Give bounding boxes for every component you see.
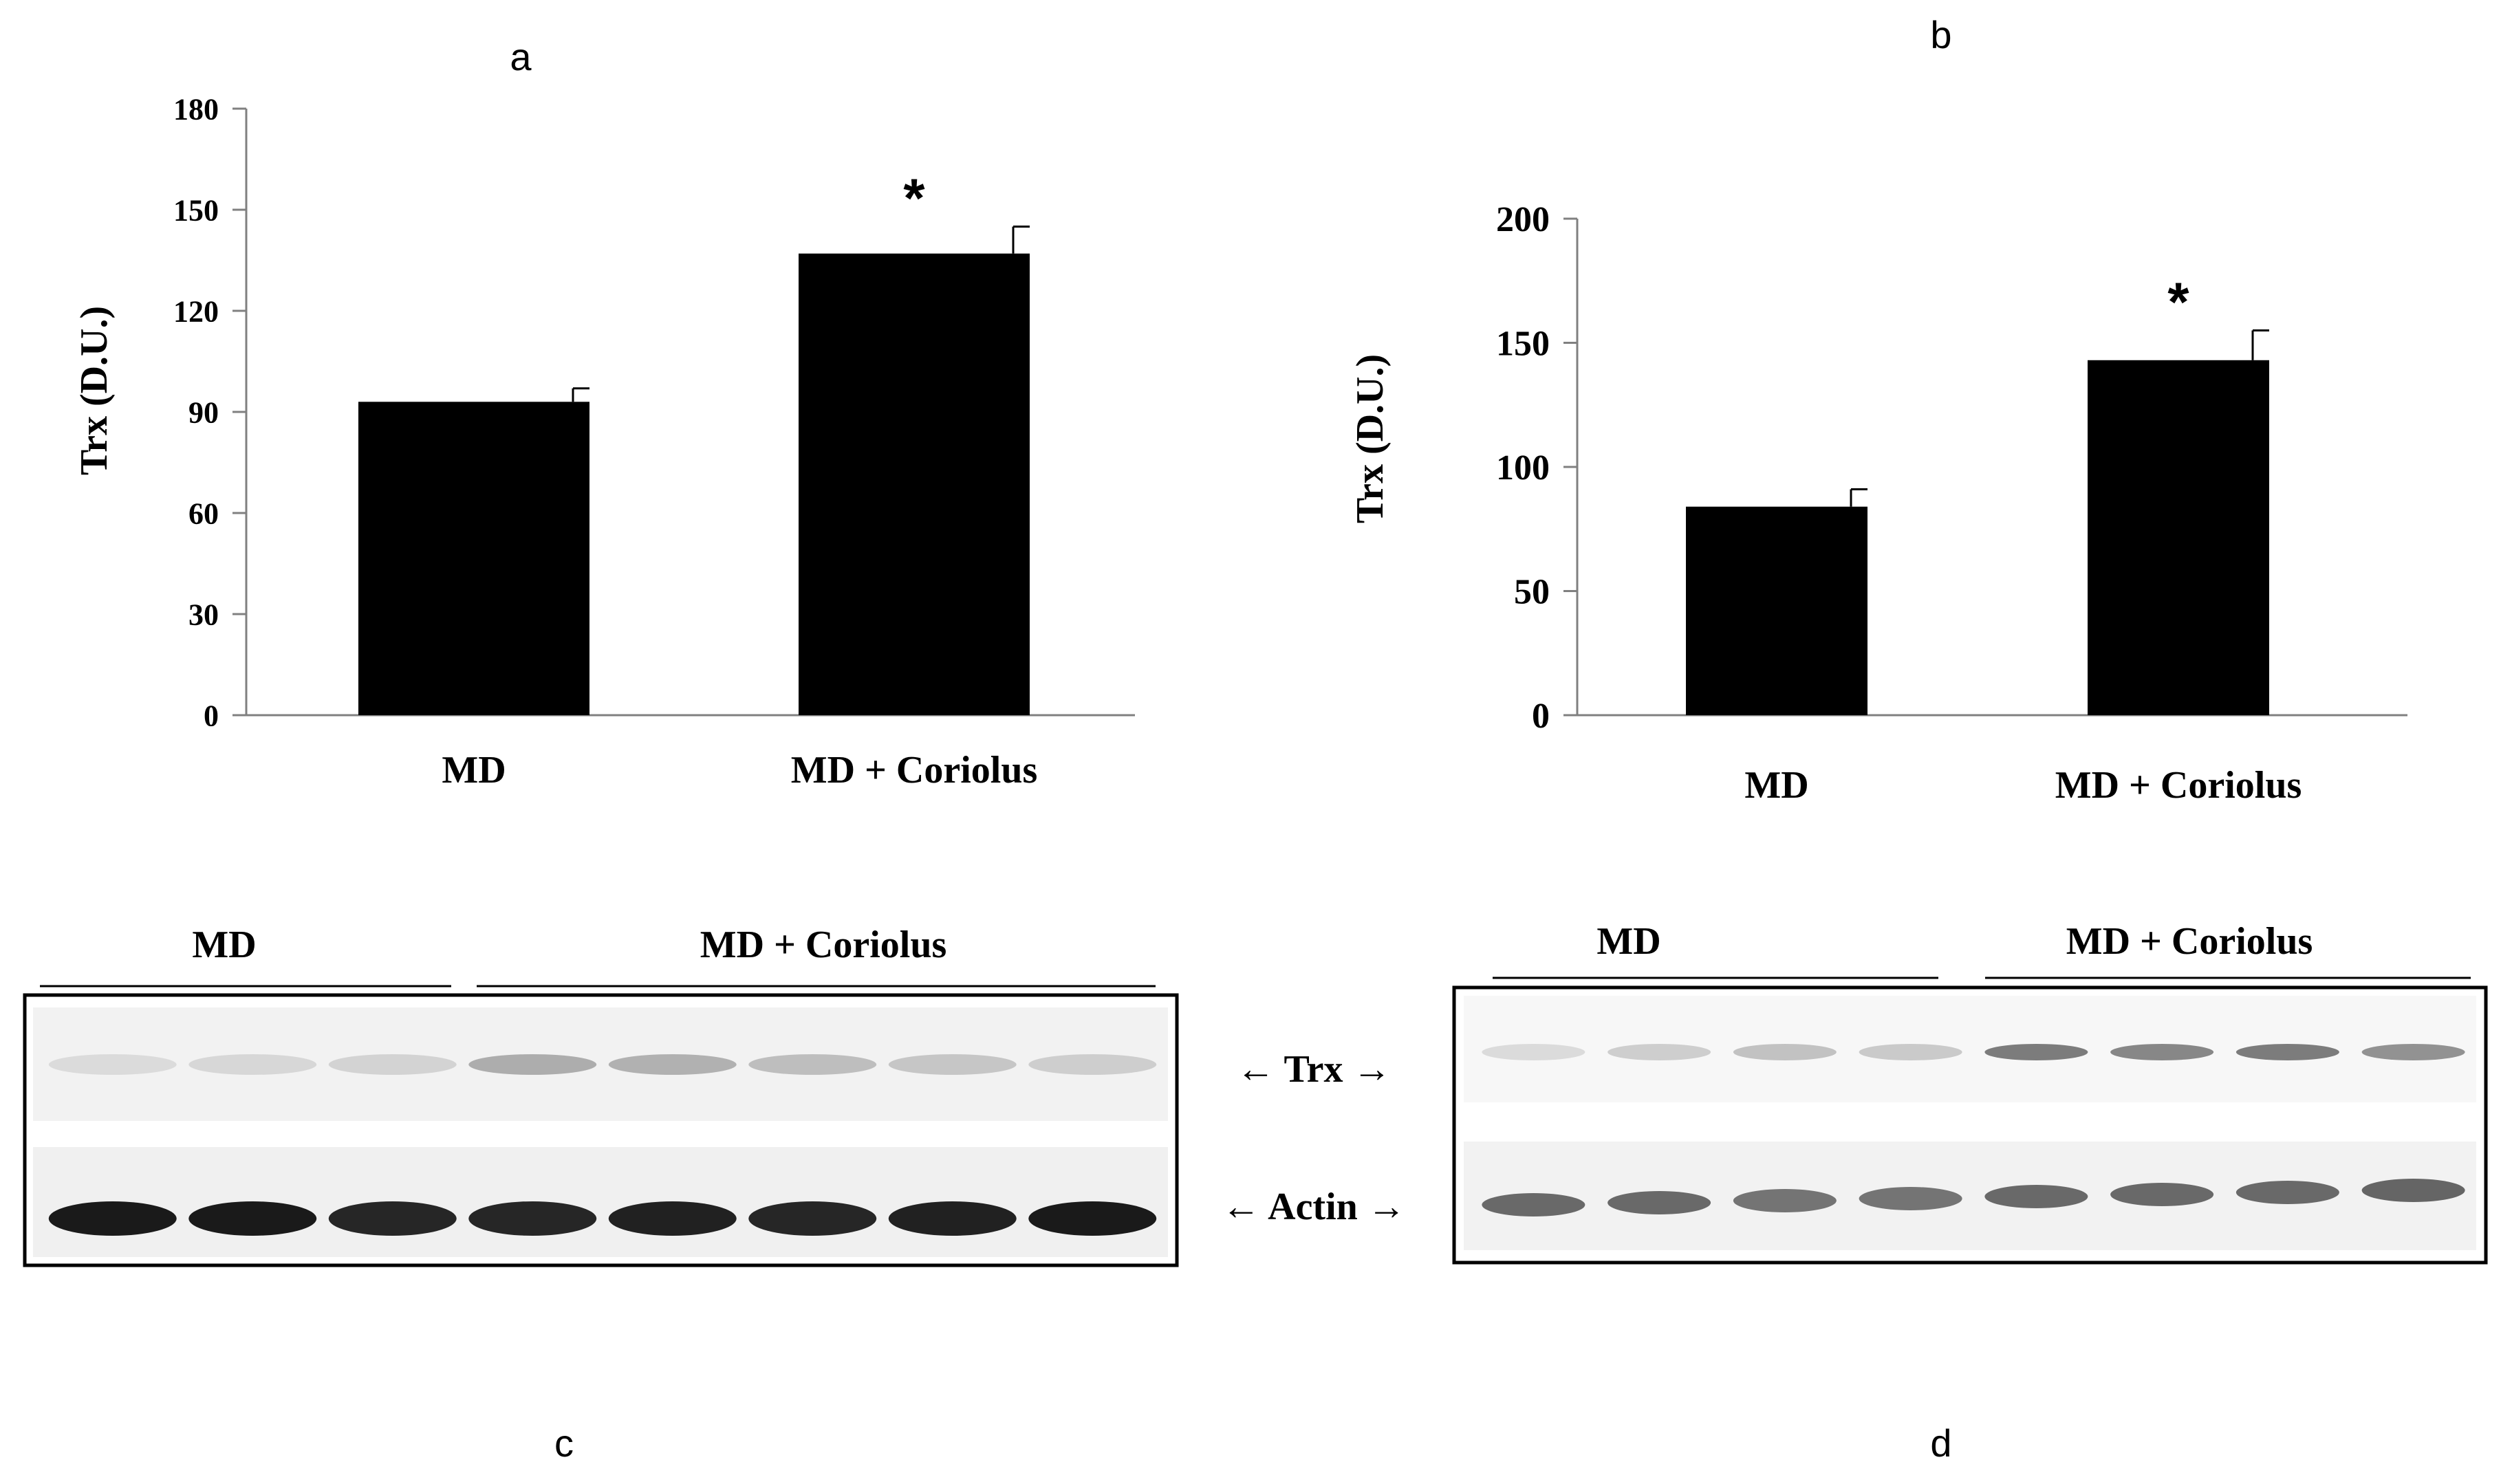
actin-band [888, 1201, 1017, 1236]
trx-band [48, 1054, 177, 1075]
actin-band [2361, 1179, 2465, 1202]
actin-band [2110, 1183, 2214, 1206]
bar [2088, 360, 2269, 715]
x-category-label: MD + Coriolus [2055, 764, 2302, 807]
actin-band [188, 1201, 317, 1236]
blot-d-group-label-md: MD [1596, 920, 1660, 963]
actin-band [1028, 1201, 1157, 1236]
actin-band [2235, 1181, 2339, 1204]
panel-letter-d: d [1930, 1421, 1951, 1465]
blot-c-group-label-md: MD [192, 924, 256, 966]
chart-b-ylabel: Trx (D.U.) [1349, 354, 1392, 523]
y-tick-label: 90 [188, 395, 219, 429]
x-category-label: MD [442, 749, 506, 792]
western-blot-c: MD MD + Coriolus ← Trx → ← Actin → [23, 924, 1406, 1267]
bar [799, 253, 1030, 715]
actin-band [608, 1201, 737, 1236]
x-category-label: MD + Coriolus [791, 749, 1038, 792]
blot-c-actin-label: ← Actin → [1222, 1186, 1406, 1228]
y-tick-label: 200 [1496, 200, 1550, 239]
blot-c-group-label-coriolus: MD + Coriolus [700, 924, 947, 966]
bar-chart-a: Trx (D.U.) 0 30 60 90 120 150 180 MD MD + Coriol… [73, 92, 1135, 792]
y-tick-label: 0 [1532, 697, 1550, 736]
trx-band [328, 1054, 457, 1075]
blot-c-trx-label: ← Trx → [1236, 1048, 1391, 1091]
trx-band [1733, 1044, 1837, 1060]
trx-band [888, 1054, 1017, 1075]
y-tick-label: 150 [173, 193, 219, 227]
trx-band [2110, 1044, 2214, 1060]
y-tick-label: 60 [188, 497, 219, 530]
chart-a-ylabel: Trx (D.U.) [73, 306, 116, 475]
x-category-label: MD [1744, 764, 1808, 807]
trx-band [748, 1054, 877, 1075]
panel-letter-c: c [554, 1421, 574, 1465]
y-tick-label: 0 [204, 699, 219, 732]
panel-letter-b: b [1930, 13, 1951, 56]
actin-band [1733, 1189, 1837, 1212]
blot-d-group-label-coriolus: MD + Coriolus [2066, 920, 2313, 963]
actin-band [1984, 1185, 2088, 1208]
trx-band [1028, 1054, 1157, 1075]
trx-band [1607, 1044, 1711, 1060]
actin-band [748, 1201, 877, 1236]
trx-band [2235, 1044, 2339, 1060]
actin-band [48, 1201, 177, 1236]
trx-band [608, 1054, 737, 1075]
panel-letter-a: a [510, 35, 532, 78]
blot-c-actin-strip [33, 1147, 1168, 1257]
trx-band [1859, 1044, 1962, 1060]
western-blot-d: MD MD + Coriolus [1452, 920, 2488, 1265]
trx-band [188, 1054, 317, 1075]
actin-band [1482, 1193, 1585, 1216]
actin-band [1859, 1187, 1962, 1210]
significance-star: * [2167, 271, 2189, 332]
y-tick-label: 30 [188, 598, 219, 631]
trx-band [468, 1054, 597, 1075]
actin-band [328, 1201, 457, 1236]
significance-star: * [903, 168, 925, 229]
y-tick-label: 50 [1514, 573, 1550, 612]
actin-band [1607, 1191, 1711, 1214]
y-tick-label: 120 [173, 294, 219, 328]
bar-chart-b: Trx (D.U.) 0 50 100 150 200 MD MD + Coriolus * [1349, 200, 2407, 807]
bar [358, 402, 589, 715]
trx-band [2361, 1044, 2465, 1060]
y-tick-label: 180 [173, 92, 219, 126]
trx-band [1984, 1044, 2088, 1060]
y-tick-label: 100 [1496, 448, 1550, 488]
trx-band [1482, 1044, 1585, 1060]
actin-band [468, 1201, 597, 1236]
bar [1686, 506, 1867, 715]
y-tick-label: 150 [1496, 325, 1550, 364]
